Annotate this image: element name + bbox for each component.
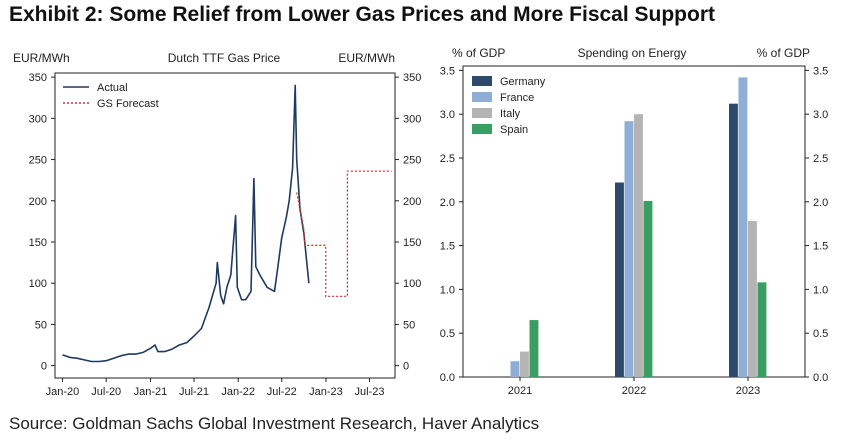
energy-right-tick-label: 1.5: [813, 241, 828, 253]
gas-right-tick-label: 0: [403, 361, 409, 373]
gas-left-tick-label: 150: [29, 237, 47, 249]
source-note: Source: Goldman Sachs Global Investment …: [9, 414, 540, 433]
legend-label-forecast: GS Forecast: [97, 98, 159, 110]
energy-left-tick-label: 3.0: [440, 109, 455, 121]
energy-spending-chart: Spending on Energy % of GDP % of GDP 0.0…: [440, 46, 829, 397]
gas-chart-right-axis: 0 50 100 150 200 250 300 350: [395, 72, 421, 373]
legend-swatch-italy: [472, 108, 492, 118]
gas-x-tick-label: Jul-23: [355, 386, 385, 398]
legend-label-germany: Germany: [500, 76, 546, 88]
legend-label-spain: Spain: [500, 124, 528, 136]
energy-left-tick-label: 0.5: [440, 328, 455, 340]
gas-x-tick-label: Jul-20: [91, 386, 121, 398]
energy-chart-left-axis: 0.0 0.5 1.0 1.5 2.0 2.5 3.0 3.5: [440, 65, 463, 384]
energy-chart-x-axis: 2021 2022 2023: [508, 377, 760, 397]
energy-right-tick-label: 0.0: [813, 372, 828, 384]
gas-chart-left-ylabel: EUR/MWh: [13, 51, 70, 65]
gas-chart-x-axis: Jan-20 Jul-20 Jan-21 Jul-21 Jan-22 Jul-22 Jan-…: [46, 378, 385, 398]
bar-france-2023: [738, 77, 748, 377]
gas-left-tick-label: 0: [41, 361, 47, 373]
gas-left-tick-label: 300: [29, 113, 47, 125]
energy-left-tick-label: 2.5: [440, 153, 455, 165]
bar-france-2021: [510, 361, 520, 377]
energy-right-tick-label: 0.5: [813, 328, 828, 340]
gas-price-chart: Dutch TTF Gas Price EUR/MWh EUR/MWh 0 50 1…: [13, 51, 421, 398]
gas-left-tick-label: 200: [29, 196, 47, 208]
gas-right-tick-label: 300: [403, 113, 421, 125]
energy-left-tick-label: 0.0: [440, 372, 455, 384]
energy-right-tick-label: 2.0: [813, 197, 828, 209]
gas-x-tick-label: Jan-23: [309, 386, 343, 398]
energy-chart-right-ylabel: % of GDP: [757, 46, 810, 60]
exhibit-title: Exhibit 2: Some Relief from Lower Gas Pr…: [9, 3, 716, 26]
energy-right-tick-label: 2.5: [813, 153, 828, 165]
bar-spain-2021: [529, 320, 539, 377]
legend-label-france: France: [500, 92, 534, 104]
legend-swatch-france: [472, 92, 492, 102]
gas-left-tick-label: 100: [29, 278, 47, 290]
energy-left-tick-label: 1.5: [440, 241, 455, 253]
gas-chart-legend: Actual GS Forecast: [63, 82, 159, 110]
gas-x-tick-label: Jan-21: [134, 386, 168, 398]
gas-right-tick-label: 350: [403, 72, 421, 84]
legend-label-actual: Actual: [97, 82, 128, 94]
legend-swatch-germany: [472, 76, 492, 86]
energy-right-tick-label: 1.0: [813, 284, 828, 296]
energy-chart-right-axis: 0.0 0.5 1.0 1.5 2.0 2.5 3.0 3.5: [805, 65, 828, 384]
bar-spain-2022: [643, 200, 653, 377]
energy-x-tick-label: 2022: [622, 385, 646, 397]
gas-chart-title: Dutch TTF Gas Price: [168, 51, 281, 65]
gas-right-tick-label: 200: [403, 196, 421, 208]
energy-right-tick-label: 3.5: [813, 65, 828, 77]
energy-chart-left-ylabel: % of GDP: [452, 46, 505, 60]
energy-x-tick-label: 2021: [508, 385, 532, 397]
legend-label-italy: Italy: [500, 108, 521, 120]
energy-chart-legend: Germany France Italy Spain: [472, 76, 546, 136]
forecast-price-line: [296, 170, 392, 298]
gas-chart-right-ylabel: EUR/MWh: [338, 51, 395, 65]
gas-x-tick-label: Jul-21: [179, 386, 209, 398]
energy-left-tick-label: 1.0: [440, 284, 455, 296]
bar-italy-2021: [520, 351, 529, 377]
gas-x-tick-label: Jul-22: [267, 386, 297, 398]
gas-left-tick-label: 50: [35, 319, 47, 331]
energy-chart-bars: [510, 77, 767, 378]
gas-left-tick-label: 350: [29, 72, 47, 84]
gas-chart-frame: [54, 72, 396, 379]
gas-chart-series: [62, 84, 392, 363]
gas-x-tick-label: Jan-20: [46, 386, 80, 398]
gas-right-tick-label: 150: [403, 237, 421, 249]
bar-spain-2023: [757, 282, 767, 377]
bar-italy-2023: [748, 221, 757, 377]
energy-chart-title: Spending on Energy: [578, 46, 687, 60]
bar-france-2022: [624, 121, 634, 377]
energy-left-tick-label: 3.5: [440, 65, 455, 77]
gas-x-tick-label: Jan-22: [221, 386, 255, 398]
energy-x-tick-label: 2023: [736, 385, 760, 397]
energy-right-tick-label: 3.0: [813, 109, 828, 121]
gas-chart-left-axis: 0 50 100 150 200 250 300 350: [29, 72, 55, 373]
actual-price-line: [62, 84, 310, 363]
gas-right-tick-label: 250: [403, 155, 421, 167]
gas-left-tick-label: 250: [29, 155, 47, 167]
gas-right-tick-label: 50: [403, 319, 415, 331]
energy-left-tick-label: 2.0: [440, 197, 455, 209]
legend-swatch-spain: [472, 124, 492, 134]
gas-right-tick-label: 100: [403, 278, 421, 290]
bar-italy-2022: [634, 114, 643, 377]
bar-germany-2022: [615, 182, 624, 377]
bar-germany-2023: [729, 103, 738, 378]
